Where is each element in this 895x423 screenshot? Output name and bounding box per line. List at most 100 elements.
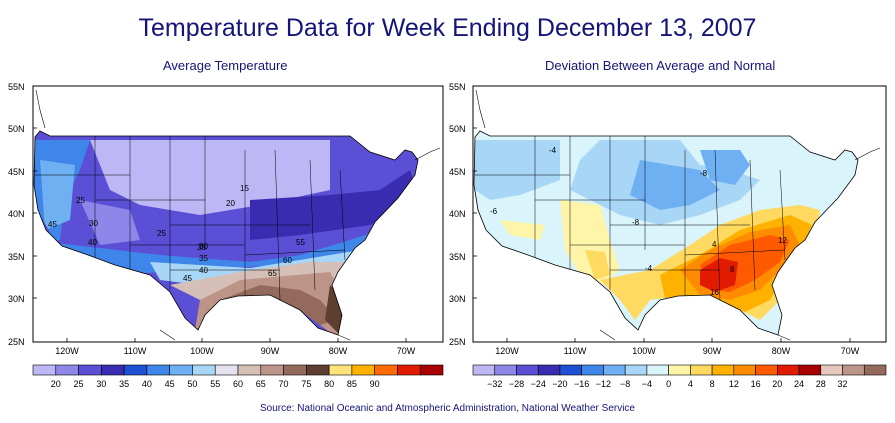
right-colorbar-swatch [863,364,887,376]
right-colorbar-swatch [755,364,778,376]
left-colorbar-swatch [169,364,193,376]
svg-text:70W: 70W [841,346,860,356]
left-lon-labels: 120W 110W 100W 90W 80W 70W [55,346,416,356]
left-colorbar-swatch [283,364,307,376]
right-colorbar-tick-label: −24 [531,379,546,389]
svg-text:90W: 90W [261,346,280,356]
right-colorbar-swatch [494,364,517,376]
left-colorbar-tick-label: 50 [187,379,197,389]
svg-text:45: 45 [183,274,192,283]
svg-text:-8: -8 [700,169,708,178]
svg-text:55: 55 [296,238,305,247]
left-colorbar-swatch [351,364,375,376]
left-colorbar-tick-label: 85 [347,379,357,389]
svg-text:60: 60 [283,256,292,265]
right-colorbar-swatch [690,364,713,376]
right-colorbar-tick-label: −32 [487,379,502,389]
svg-text:45N: 45N [449,167,466,177]
svg-text:25: 25 [76,196,85,205]
right-colorbar-swatch [516,364,539,376]
svg-text:25N: 25N [449,337,466,347]
svg-text:16: 16 [710,288,719,297]
left-colorbar-tick-label: 75 [301,379,311,389]
svg-text:30N: 30N [449,294,466,304]
right-colorbar-tick-label: −4 [642,379,652,389]
svg-text:90W: 90W [703,346,722,356]
left-colorbar-tick-label: 80 [324,379,334,389]
svg-text:12: 12 [778,236,787,245]
svg-text:100W: 100W [632,346,656,356]
left-colorbar-swatch [192,364,216,376]
svg-text:35: 35 [199,254,208,263]
right-colorbar-tick-label: 8 [710,379,715,389]
left-colorbar-swatch [237,364,262,376]
svg-text:40: 40 [88,238,97,247]
right-colorbar-tick-label: −12 [596,379,611,389]
right-lon-labels: 120W 110W 100W 90W 80W 70W [495,346,860,356]
svg-text:-8: -8 [632,218,640,227]
right-colorbar-tick-label: 20 [772,379,782,389]
right-colorbar-swatch [472,364,496,376]
svg-text:40N: 40N [8,209,25,219]
right-colorbar-swatch [624,364,648,376]
right-colorbar-swatch [537,364,561,376]
right-map-subtitle: Deviation Between Average and Normal [545,58,776,73]
left-colorbar-swatch [397,364,421,376]
svg-text:50N: 50N [449,124,466,134]
left-colorbar-tick-label: 65 [256,379,266,389]
source-note: Source: National Oceanic and Atmospheric… [259,403,635,414]
left-colorbar-swatch [306,364,330,376]
right-colorbar-tick-label: −20 [552,379,567,389]
right-colorbar-swatch [842,364,865,376]
svg-text:40N: 40N [449,209,466,219]
svg-text:30: 30 [199,242,208,251]
svg-text:55N: 55N [449,82,466,92]
right-colorbar-swatch [581,364,604,376]
right-colorbar-swatch [733,364,756,376]
svg-text:110W: 110W [564,346,587,356]
right-colorbar-swatch [798,364,822,376]
svg-text:25N: 25N [8,337,25,347]
right-map: -4 -8 -8 -6 -4 4 8 12 16 55N 50N 45N 40N… [449,82,887,356]
svg-text:35N: 35N [449,252,466,262]
left-colorbar-tick-label: 60 [233,379,243,389]
right-colorbar-swatch [711,364,735,376]
left-colorbar-swatch [328,364,353,376]
svg-text:45: 45 [48,220,57,229]
svg-text:80W: 80W [329,346,348,356]
svg-text:20: 20 [226,199,235,208]
svg-text:40: 40 [199,266,208,275]
svg-text:8: 8 [730,265,735,274]
svg-text:100W: 100W [190,346,214,356]
left-colorbar-swatch [55,364,79,376]
right-colorbar-tick-label: 0 [666,379,671,389]
left-colorbar-swatch [32,364,57,376]
svg-text:-4: -4 [645,264,653,273]
svg-text:35N: 35N [8,252,25,262]
right-contour-labels: -4 -8 -8 -6 -4 4 8 12 16 [490,146,787,297]
page-title: Temperature Data for Week Ending Decembe… [138,14,757,42]
left-colorbar-swatch [146,364,170,376]
right-colorbar-tick-label: −28 [509,379,524,389]
svg-text:-6: -6 [490,207,498,216]
svg-text:80W: 80W [772,346,791,356]
svg-text:30N: 30N [8,294,25,304]
left-contour-labels: 15 20 25 25 30 35 40 45 30 35 40 45 55 6… [48,184,305,283]
left-colorbar-tick-label: 20 [51,379,61,389]
right-colorbar-tick-label: 32 [838,379,848,389]
left-colorbar-tick-label: 90 [370,379,380,389]
right-colorbar-tick-label: −8 [620,379,630,389]
right-colorbar-tick-label: 4 [688,379,693,389]
svg-text:45N: 45N [8,167,25,177]
left-colorbar-tick-label: 40 [142,379,152,389]
right-colorbar-tick-label: 24 [794,379,804,389]
right-colorbar-swatch [603,364,626,376]
left-colorbar-swatch [214,364,239,376]
left-colorbar-swatch [101,364,125,376]
svg-text:4: 4 [712,240,717,249]
left-lat-labels: 55N 50N 45N 40N 35N 30N 25N [8,82,25,347]
left-colorbar: 20 25 30 35 40 45 50 55 60 65 70 75 80 85 90 [32,364,444,389]
left-colorbar-swatch [78,364,102,376]
right-colorbar-swatch [559,364,582,376]
